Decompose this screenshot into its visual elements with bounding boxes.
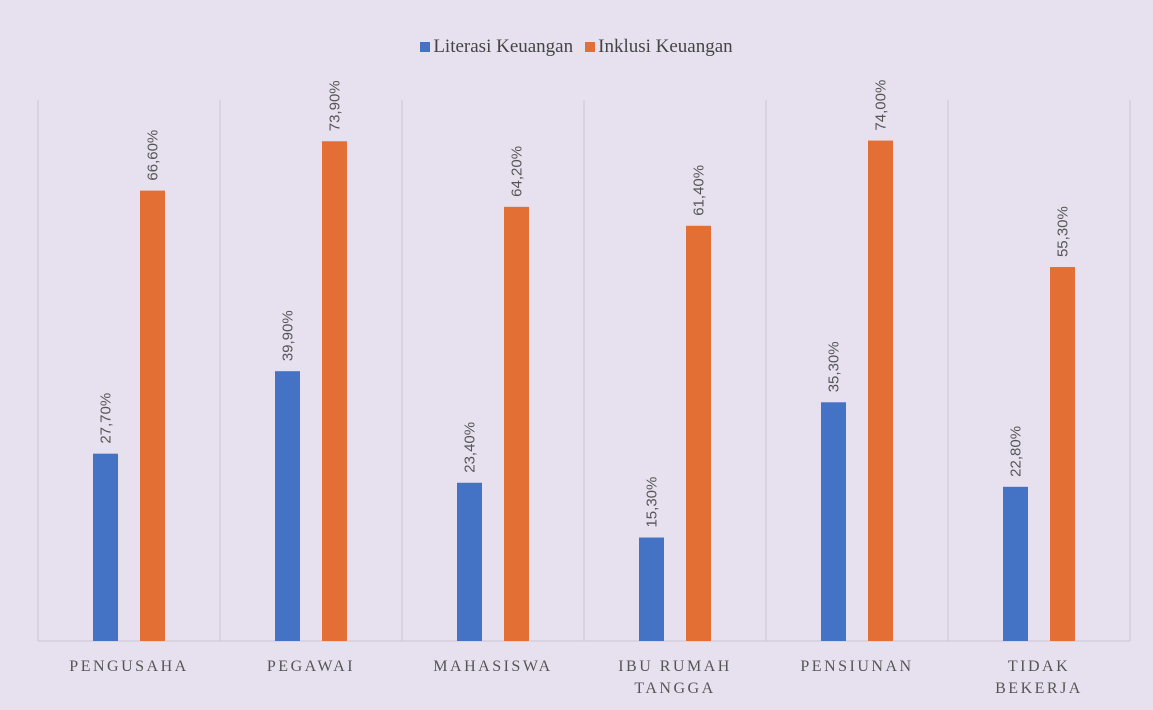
x-tick-label: PENSIUNAN <box>782 656 932 678</box>
value-label: 35,30% <box>826 341 843 392</box>
x-tick-label: TIDAK BEKERJA <box>964 656 1114 700</box>
legend-swatch <box>420 42 430 52</box>
value-label: 64,20% <box>509 146 526 197</box>
bar <box>93 454 118 641</box>
bar <box>821 402 846 641</box>
bar <box>1050 267 1075 641</box>
legend-item: Literasi Keuangan <box>420 36 573 58</box>
value-label: 61,40% <box>691 165 708 216</box>
x-tick-label: IBU RUMAH TANGGA <box>600 656 750 700</box>
value-label: 73,90% <box>327 80 344 131</box>
bar <box>504 207 529 641</box>
legend-swatch <box>585 42 595 52</box>
value-label: 23,40% <box>462 422 479 473</box>
legend-label: Literasi Keuangan <box>433 36 573 58</box>
value-label: 74,00% <box>873 80 890 131</box>
value-label: 66,60% <box>145 130 162 181</box>
bar <box>275 371 300 641</box>
legend-item: Inklusi Keuangan <box>585 36 733 58</box>
bar <box>1003 487 1028 641</box>
bar <box>868 141 893 641</box>
bar <box>639 538 664 641</box>
x-tick-label: PEGAWAI <box>236 656 386 678</box>
legend-label: Inklusi Keuangan <box>598 36 733 58</box>
value-label: 27,70% <box>98 393 115 444</box>
x-tick-label: PENGUSAHA <box>54 656 204 678</box>
chart: 27,70% 66,60% 39,90% 73,90% 23,40% 64,20% 15,3… <box>0 0 1153 710</box>
bar <box>140 191 165 641</box>
value-label: 15,30% <box>644 477 661 528</box>
value-label: 39,90% <box>280 310 297 361</box>
bar <box>457 483 482 641</box>
value-label: 22,80% <box>1008 426 1025 477</box>
x-tick-label: MAHASISWA <box>418 656 568 678</box>
value-label: 55,30% <box>1055 206 1072 257</box>
bar <box>686 226 711 641</box>
bar <box>322 141 347 641</box>
page: {"chart_data": {"type": "bar", "categori… <box>0 0 1153 710</box>
legend: Literasi Keuangan Inklusi Keuangan <box>0 36 1153 58</box>
